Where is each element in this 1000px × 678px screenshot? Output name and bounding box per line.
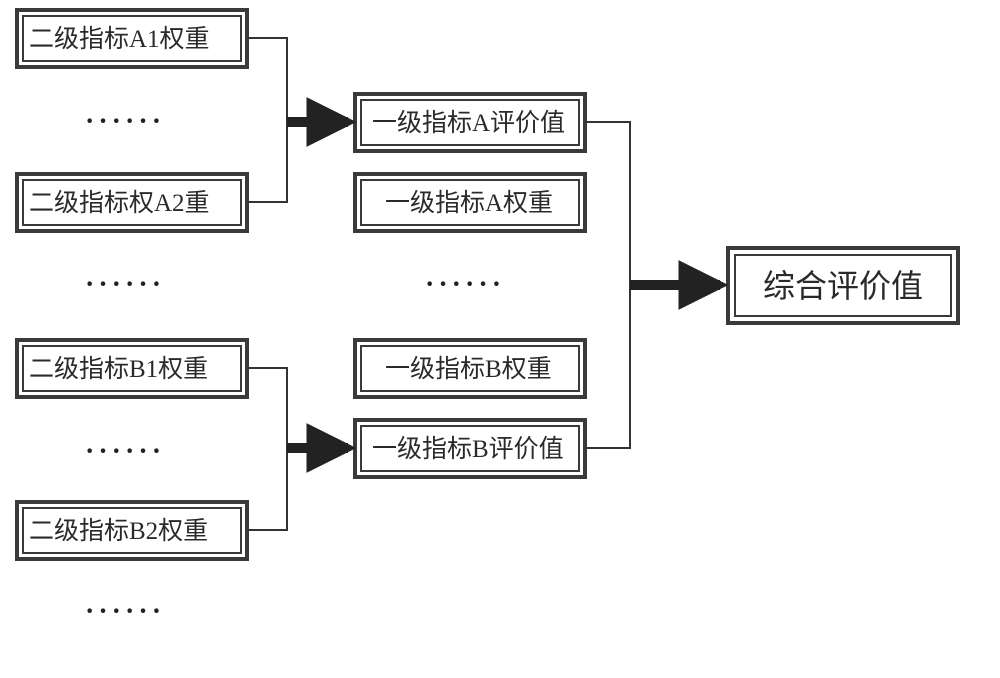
node-output: 综合评价值: [728, 248, 958, 323]
label-b1: 二级指标B1权重: [29, 355, 208, 383]
node-lb-w: 一级指标B权重: [355, 340, 585, 397]
node-a2: 二级指标权A2重: [17, 174, 247, 231]
connector-b-bracket: [247, 368, 287, 530]
dots-b: ······: [85, 436, 165, 467]
label-output: 综合评价值: [763, 268, 923, 304]
dots-bottom: ······: [85, 596, 165, 627]
node-la-eval: 一级指标A评价值: [355, 94, 585, 151]
label-lb-w: 一级指标B权重: [385, 355, 552, 383]
label-lb-eval: 一级指标B评价值: [372, 435, 564, 463]
node-a1: 二级指标A1权重: [17, 10, 247, 67]
label-la-w: 一级指标A权重: [385, 189, 553, 217]
node-la-w: 一级指标A权重: [355, 174, 585, 231]
node-b1: 二级指标B1权重: [17, 340, 247, 397]
dots-a: ······: [85, 106, 165, 137]
label-a2: 二级指标权A2重: [29, 189, 210, 217]
connector-a-bracket: [247, 38, 287, 202]
node-lb-eval: 一级指标B评价值: [355, 420, 585, 477]
label-b2: 二级指标B2权重: [29, 517, 208, 545]
dots-mid-center: ······: [425, 269, 505, 300]
evaluation-flowchart: 二级指标A1权重 ······ 二级指标权A2重 ······ 二级指标B1权重…: [0, 0, 1000, 678]
label-a1: 二级指标A1权重: [29, 25, 210, 53]
node-b2: 二级指标B2权重: [17, 502, 247, 559]
dots-mid-left: ······: [85, 269, 165, 300]
label-la-eval: 一级指标A评价值: [372, 109, 565, 137]
connector-level1-bracket: [585, 122, 630, 448]
